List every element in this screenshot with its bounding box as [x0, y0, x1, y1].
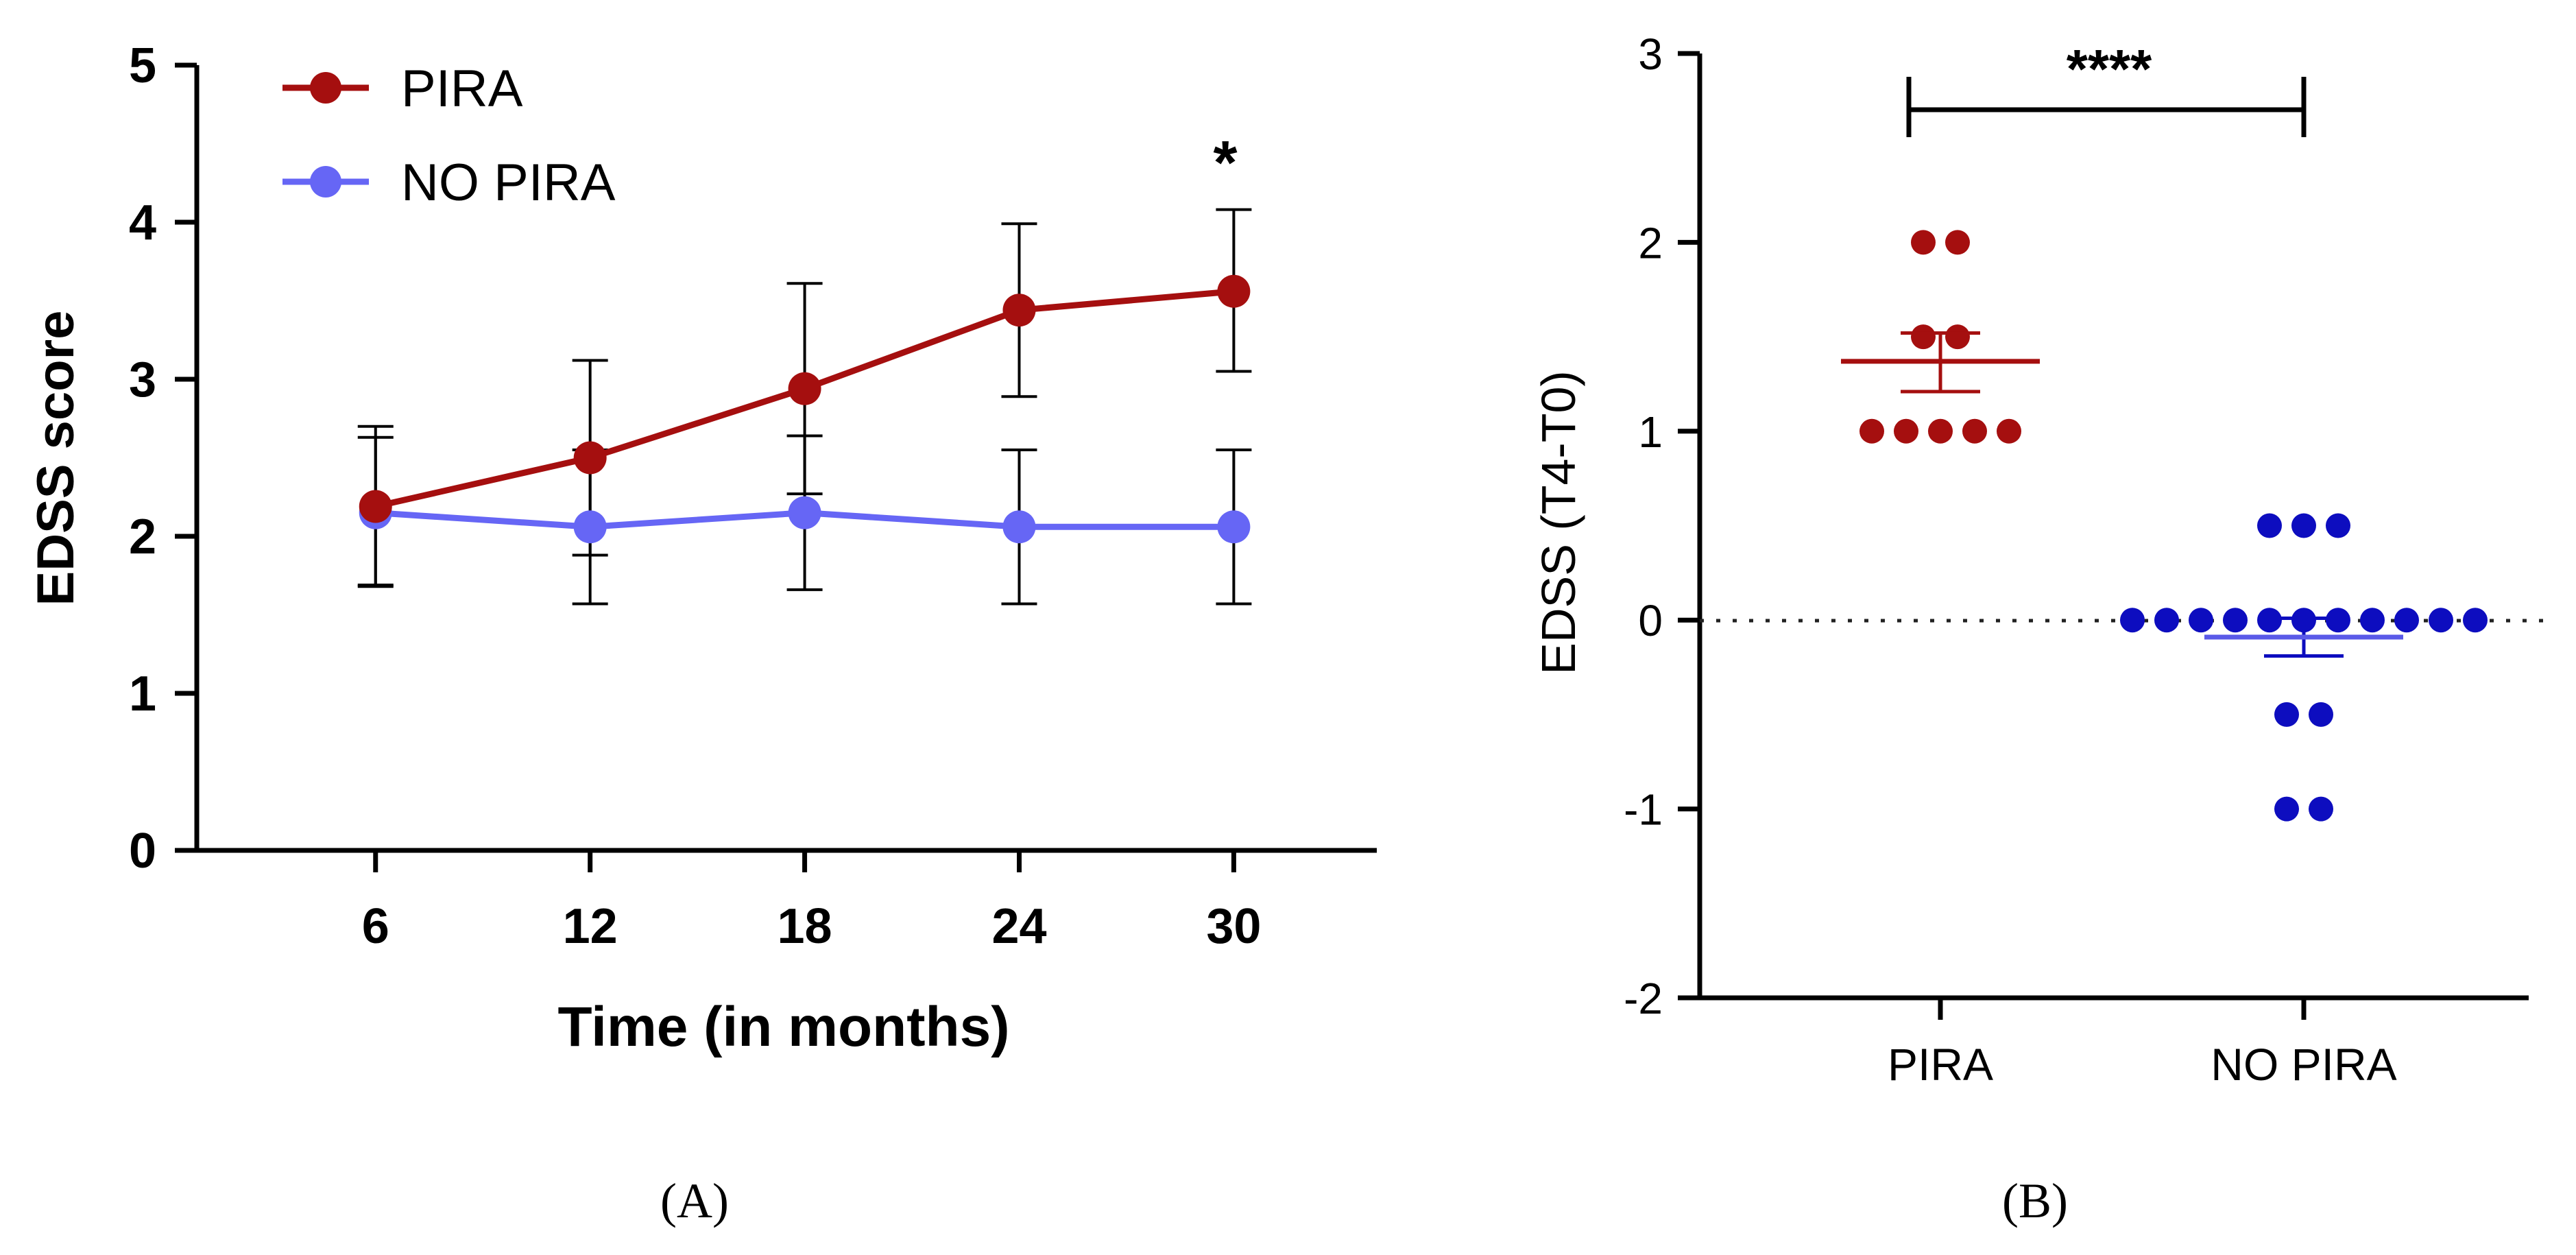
b-point-nopira — [2291, 513, 2316, 538]
b-point-nopira — [2120, 608, 2145, 633]
a-legend-label-pira: PIRA — [401, 60, 523, 118]
b-point-pira — [1945, 324, 1970, 350]
b-y-tick-label: 2 — [1638, 218, 1663, 267]
b-point-pira — [1859, 418, 1884, 444]
b-y-axis-label: EDSS (T4-T0) — [1532, 370, 1585, 674]
a-x-tick-label: 24 — [991, 899, 1046, 954]
b-point-nopira — [2309, 796, 2333, 822]
b-point-nopira — [2257, 513, 2282, 538]
b-point-nopira — [2257, 608, 2282, 633]
b-point-pira — [1997, 418, 2021, 444]
a-x-tick-label: 12 — [563, 899, 618, 954]
b-point-pira — [1911, 324, 1936, 350]
a-x-ticks: 6 12 18 24 30 — [362, 850, 1261, 954]
panel-label-b: (B) — [2002, 1173, 2068, 1228]
a-y-axis-label: EDSS score — [27, 311, 85, 606]
panel-b-dot-plot: 3 2 1 0 -1 -2 PIRA NO PIRA **** EDSS (T4-T0) — [1532, 29, 2544, 1090]
b-y-tick-label: 0 — [1638, 596, 1663, 645]
a-x-axis-label: Time (in months) — [557, 996, 1009, 1058]
b-point-nopira — [2463, 608, 2488, 633]
b-y-tick-label: -1 — [1624, 785, 1663, 835]
b-point-nopira — [2326, 513, 2350, 538]
b-x-ticks: PIRA NO PIRA — [1888, 998, 2397, 1090]
a-point-pira — [1002, 294, 1036, 327]
panel-label-a: (A) — [660, 1173, 729, 1228]
b-point-nopira — [2154, 608, 2179, 633]
a-y-tick-label: 1 — [129, 667, 156, 721]
b-significance-stars: **** — [2067, 38, 2152, 99]
a-legend-marker-pira — [310, 72, 341, 104]
a-error-bars — [357, 208, 1252, 606]
a-point-pira — [359, 490, 392, 523]
b-y-tick-label: 3 — [1638, 29, 1663, 79]
a-point-nopira — [788, 496, 821, 529]
b-point-pira — [1962, 418, 1987, 444]
a-point-nopira — [573, 510, 607, 544]
a-x-tick-label: 30 — [1206, 899, 1261, 954]
a-point-nopira — [1217, 510, 1251, 544]
b-point-nopira — [2360, 608, 2385, 633]
a-legend-label-nopira: NO PIRA — [401, 154, 616, 212]
a-y-ticks: 0 1 2 3 4 5 — [129, 38, 197, 878]
b-point-nopira — [2189, 608, 2213, 633]
a-y-tick-label: 2 — [129, 510, 156, 564]
b-point-nopira — [2326, 608, 2350, 633]
a-axes — [194, 65, 1377, 853]
a-y-tick-label: 0 — [129, 824, 156, 878]
b-data-points — [1859, 230, 2488, 822]
a-x-tick-label: 6 — [362, 899, 389, 954]
b-mean-sem-bars — [1841, 331, 2403, 658]
a-x-tick-label: 18 — [778, 899, 832, 954]
b-point-pira — [1945, 230, 1970, 255]
a-legend: PIRA NO PIRA — [282, 60, 616, 212]
b-y-tick-label: 1 — [1638, 407, 1663, 457]
a-point-nopira — [1002, 510, 1036, 544]
b-x-tick-label: NO PIRA — [2211, 1039, 2396, 1090]
a-point-pira — [788, 372, 821, 405]
b-significance-bracket: **** — [1906, 38, 2307, 137]
a-point-pira — [1217, 274, 1251, 308]
b-point-nopira — [2309, 702, 2333, 727]
a-y-tick-label: 5 — [129, 38, 156, 93]
b-point-pira — [1928, 418, 1953, 444]
b-point-nopira — [2394, 608, 2419, 633]
b-x-tick-label: PIRA — [1888, 1039, 1993, 1090]
b-point-pira — [1911, 230, 1936, 255]
b-point-nopira — [2223, 608, 2248, 633]
a-y-tick-label: 4 — [129, 195, 156, 250]
a-series-points — [359, 274, 1251, 544]
a-legend-marker-nopira — [310, 166, 341, 198]
a-significance-star: * — [1213, 129, 1237, 198]
a-y-tick-label: 3 — [129, 352, 156, 407]
b-point-pira — [1894, 418, 1918, 444]
b-y-tick-label: -2 — [1624, 974, 1663, 1023]
b-y-ticks: 3 2 1 0 -1 -2 — [1624, 29, 1700, 1023]
b-point-nopira — [2274, 702, 2299, 727]
b-point-nopira — [2274, 796, 2299, 822]
a-point-pira — [573, 441, 607, 475]
b-point-nopira — [2429, 608, 2453, 633]
